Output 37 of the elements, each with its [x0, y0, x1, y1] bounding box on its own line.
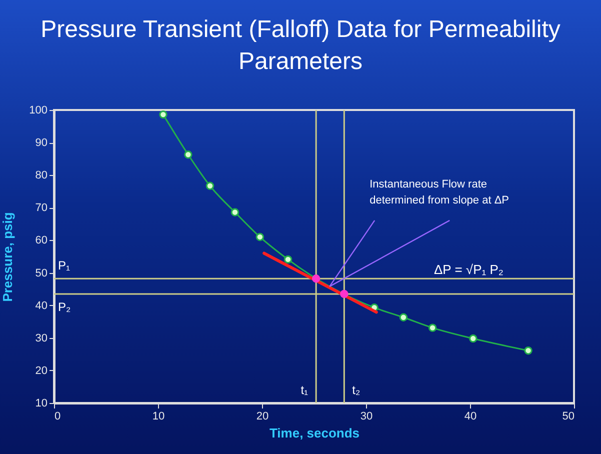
y-tick-label: 20 — [35, 364, 48, 377]
point — [469, 334, 478, 343]
annotation: Instantaneous Flow rate determined from slope at ΔP — [370, 178, 510, 206]
point — [230, 208, 240, 216]
y-tick-label: 90 — [35, 137, 48, 150]
y-axis-title: Pressure, psig — [0, 212, 16, 302]
point — [256, 232, 264, 242]
x-tick-label: 20 — [256, 410, 269, 422]
y-tick-label: 50 — [35, 267, 48, 280]
point — [340, 290, 348, 298]
point — [312, 274, 320, 283]
x-tick-label: 0 — [54, 410, 61, 422]
point — [428, 324, 437, 332]
ref-line-label: t₂ — [352, 383, 360, 397]
y-tick-label: 10 — [35, 398, 48, 410]
point — [206, 182, 214, 190]
ref-line-label: P₂ — [58, 300, 72, 314]
x-tick-label: 50 — [562, 410, 574, 422]
y-tick-label: 40 — [35, 300, 48, 312]
point — [184, 150, 192, 159]
x-axis-title: Time, seconds — [269, 426, 360, 440]
ref-line-label: t₁ — [300, 383, 308, 397]
y-tick-label: 100 — [29, 104, 48, 116]
point — [159, 110, 168, 119]
x-tick-label: 10 — [152, 410, 165, 422]
annotation: ΔP = √P₁ P₂ — [434, 262, 504, 277]
y-tick-label: 80 — [35, 170, 48, 182]
y-tick-label: 30 — [35, 332, 48, 344]
y-tick-label: 70 — [35, 202, 48, 214]
ref-line-label: P₁ — [58, 258, 70, 273]
y-tick-label: 60 — [35, 234, 48, 247]
chart-title: Pressure Transient (Falloff) Data for Permeability Parameters — [40, 15, 562, 77]
point — [524, 346, 532, 355]
x-tick-label: 30 — [360, 410, 373, 422]
point — [399, 313, 408, 322]
x-tick-label: 40 — [464, 410, 477, 422]
point — [284, 255, 292, 264]
